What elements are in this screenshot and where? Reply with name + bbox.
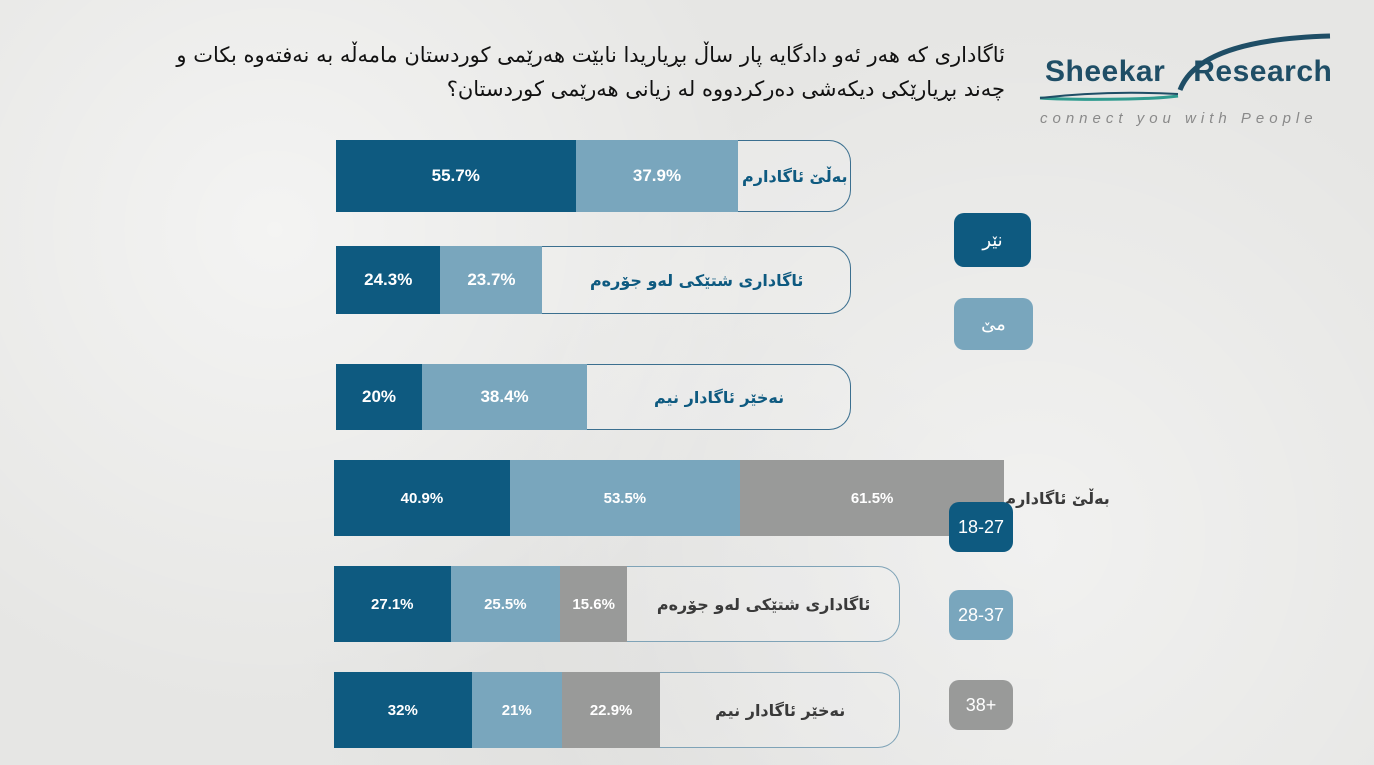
category-label: نەخێر ئاگادار نیم: [653, 387, 785, 407]
category-label: ئاگاداری شتێکی لەو جۆرەم: [656, 594, 871, 614]
legend-swatch: 28-37: [949, 590, 1013, 640]
bar-segment: 27.1%: [334, 566, 451, 642]
chart-title: ئاگاداری کە هەر ئەو دادگایە پار ساڵ بڕیا…: [176, 43, 1005, 101]
bar-segment: 37.9%: [575, 140, 739, 212]
chart-1-row: 20% 38.4% نەخێر ئاگادار نیم: [336, 364, 851, 430]
chart-2-row: 40.9% 53.5% 61.5% بەڵێ ئاگادارم: [334, 460, 1110, 536]
bar-segment: 22.9%: [561, 672, 661, 748]
bar-segment: 32%: [334, 672, 472, 748]
bar-segment: 38.4%: [422, 364, 588, 430]
bar-segment: 21%: [471, 672, 562, 748]
legend-swatch: 18-27: [949, 502, 1013, 552]
bar-segment: 24.3%: [336, 246, 441, 314]
bar-segment: 25.5%: [450, 566, 561, 642]
category-label: ئاگاداری شتێکی لەو جۆرەم: [589, 270, 804, 290]
bar-segment: 23.7%: [440, 246, 543, 314]
legend-swatch: نێر: [954, 213, 1031, 267]
logo-tagline: connect you with People: [1040, 110, 1318, 127]
category-label: نەخێر ئاگادار نیم: [715, 700, 846, 720]
bar-segment: 40.9%: [334, 460, 510, 536]
legend-swatch: 38+: [949, 680, 1013, 730]
category-label: بەڵێ ئاگادارم: [742, 166, 848, 186]
chart-2-row: 32% 21% 22.9% نەخێر ئاگادار نیم: [334, 672, 900, 748]
chart-2-row: 27.1% 25.5% 15.6% ئاگاداری شتێکی لەو جۆرەم: [334, 566, 900, 642]
logo-word-2: Research: [1193, 55, 1333, 88]
bar-segment: 20%: [336, 364, 422, 430]
bar-segment: 15.6%: [560, 566, 628, 642]
chart-1-row: 24.3% 23.7% ئاگاداری شتێکی لەو جۆرەم: [336, 246, 851, 314]
logo-swoosh-icon: [1039, 33, 1331, 101]
chart-1-row: 55.7% 37.9% بەڵێ ئاگادارم: [336, 140, 851, 212]
sheekar-research-logo: Sheekar Research connect you with People: [1030, 30, 1360, 130]
bar-segment: 53.5%: [509, 460, 740, 536]
legend-swatch: مێ: [954, 298, 1033, 350]
logo-word-1: Sheekar: [1045, 55, 1166, 88]
bar-segment: 55.7%: [336, 140, 576, 212]
logo-wordmark: Sheekar Research: [1045, 55, 1332, 89]
category-label: بەڵێ ئاگادارم: [1004, 488, 1110, 508]
